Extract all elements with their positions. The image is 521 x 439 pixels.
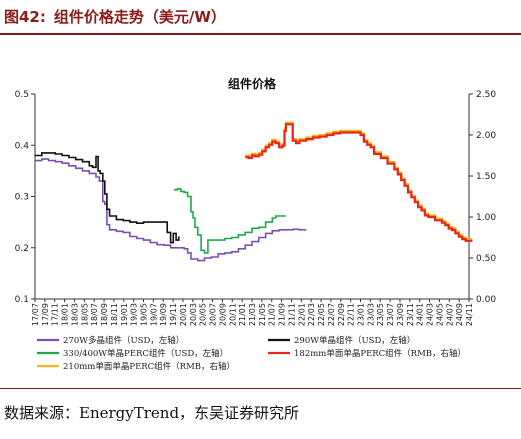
x-tick-label: 20/05 [199, 303, 208, 326]
x-tick-label: 21/05 [258, 303, 267, 326]
x-tick-label: 23/03 [366, 303, 375, 326]
x-tick-label: 24/03 [426, 303, 435, 326]
x-tick-label: 19/09 [159, 303, 168, 326]
x-tick-label: 22/03 [307, 303, 316, 326]
x-tick-label: 21/09 [278, 303, 287, 326]
series-line-2 [174, 188, 286, 254]
x-tick-label: 21/11 [287, 303, 296, 326]
x-tick-label: 21/07 [268, 303, 277, 326]
x-tick-label: 18/07 [90, 303, 99, 326]
series-line-4 [245, 121, 473, 241]
series-line-3 [245, 123, 473, 242]
series-line-0 [35, 158, 307, 262]
x-tick-label: 17/11 [51, 303, 60, 326]
price-chart: 组件价格 0.1 0.2 0.3 0.4 0.5 0.00 0.50 1.00 1.50 2.00 2… [15, 76, 497, 372]
right-tick-label: 2.00 [476, 131, 496, 141]
x-tick-label: 19/05 [140, 303, 149, 326]
x-tick-label: 23/05 [376, 303, 385, 326]
x-tick-label: 24/07 [445, 303, 454, 326]
x-tick-label: 19/11 [169, 303, 178, 326]
x-tick-label: 20/03 [189, 303, 198, 326]
x-tick-label: 22/01 [297, 303, 306, 326]
x-tick-label: 22/11 [347, 303, 356, 326]
x-tick-label: 18/01 [61, 303, 70, 326]
right-tick-label: 0.00 [476, 295, 496, 305]
x-tick-label: 20/07 [209, 303, 218, 326]
series-line-1 [35, 152, 180, 244]
x-tick-label: 18/03 [70, 303, 79, 326]
x-tick-label: 18/09 [100, 303, 109, 326]
left-tick-label: 0.5 [15, 90, 29, 100]
figure-caption: 组件价格走势（美元/W） [53, 8, 226, 26]
legend-label: 210mm单面单晶PERC组件（RMB，右轴） [63, 361, 235, 372]
x-tick-label: 23/09 [396, 303, 405, 326]
title-rule [0, 33, 521, 35]
right-tick-label: 2.50 [476, 90, 496, 100]
x-tick-label: 21/03 [248, 303, 257, 326]
figure-title: 图42: 组件价格走势（美元/W） [4, 6, 226, 27]
x-tick-label: 17/07 [31, 303, 40, 326]
x-tick-label: 19/01 [120, 303, 129, 326]
x-tick-label: 20/01 [179, 303, 188, 326]
x-tick-label: 22/09 [337, 303, 346, 326]
x-tick-label: 23/07 [386, 303, 395, 326]
x-tick-label: 18/11 [110, 303, 119, 326]
x-tick-label: 19/03 [130, 303, 139, 326]
x-tick-label: 19/07 [149, 303, 158, 326]
left-tick-label: 0.4 [15, 141, 30, 151]
legend-label: 270W多晶组件（USD，左轴） [63, 335, 184, 346]
left-tick-label: 0.3 [15, 193, 29, 203]
x-tick-label: 22/05 [317, 303, 326, 326]
right-tick-label: 0.50 [476, 254, 496, 264]
right-tick-label: 1.00 [476, 213, 496, 223]
x-tick-label: 18/05 [80, 303, 89, 326]
figure-number: 图42: [4, 8, 46, 26]
x-tick-label: 20/11 [228, 303, 237, 326]
chart-title: 组件价格 [228, 76, 277, 91]
x-tick-label: 24/11 [465, 303, 474, 326]
x-tick-label: 17/09 [41, 303, 50, 326]
source-rule [0, 388, 521, 389]
legend-label: 330/400W单晶PERC组件（USD，左轴） [63, 348, 228, 359]
x-tick-label: 22/07 [327, 303, 336, 326]
x-tick-label: 23/01 [357, 303, 366, 326]
legend-label: 290W单晶组件（USD，左轴） [294, 335, 415, 346]
x-tick-label: 24/09 [455, 303, 464, 326]
legend-label: 182mm单面单晶PERC组件（RMB，右轴） [294, 348, 466, 359]
right-tick-label: 1.50 [476, 172, 496, 182]
x-tick-label: 23/11 [406, 303, 415, 326]
left-tick-label: 0.2 [15, 244, 29, 254]
x-tick-label: 20/09 [218, 303, 227, 326]
x-tick-label: 21/01 [238, 303, 247, 326]
x-tick-label: 24/05 [435, 303, 444, 326]
x-tick-label: 24/01 [416, 303, 425, 326]
source-text: 数据来源：EnergyTrend，东吴证券研究所 [4, 404, 300, 422]
left-tick-label: 0.1 [15, 295, 29, 305]
